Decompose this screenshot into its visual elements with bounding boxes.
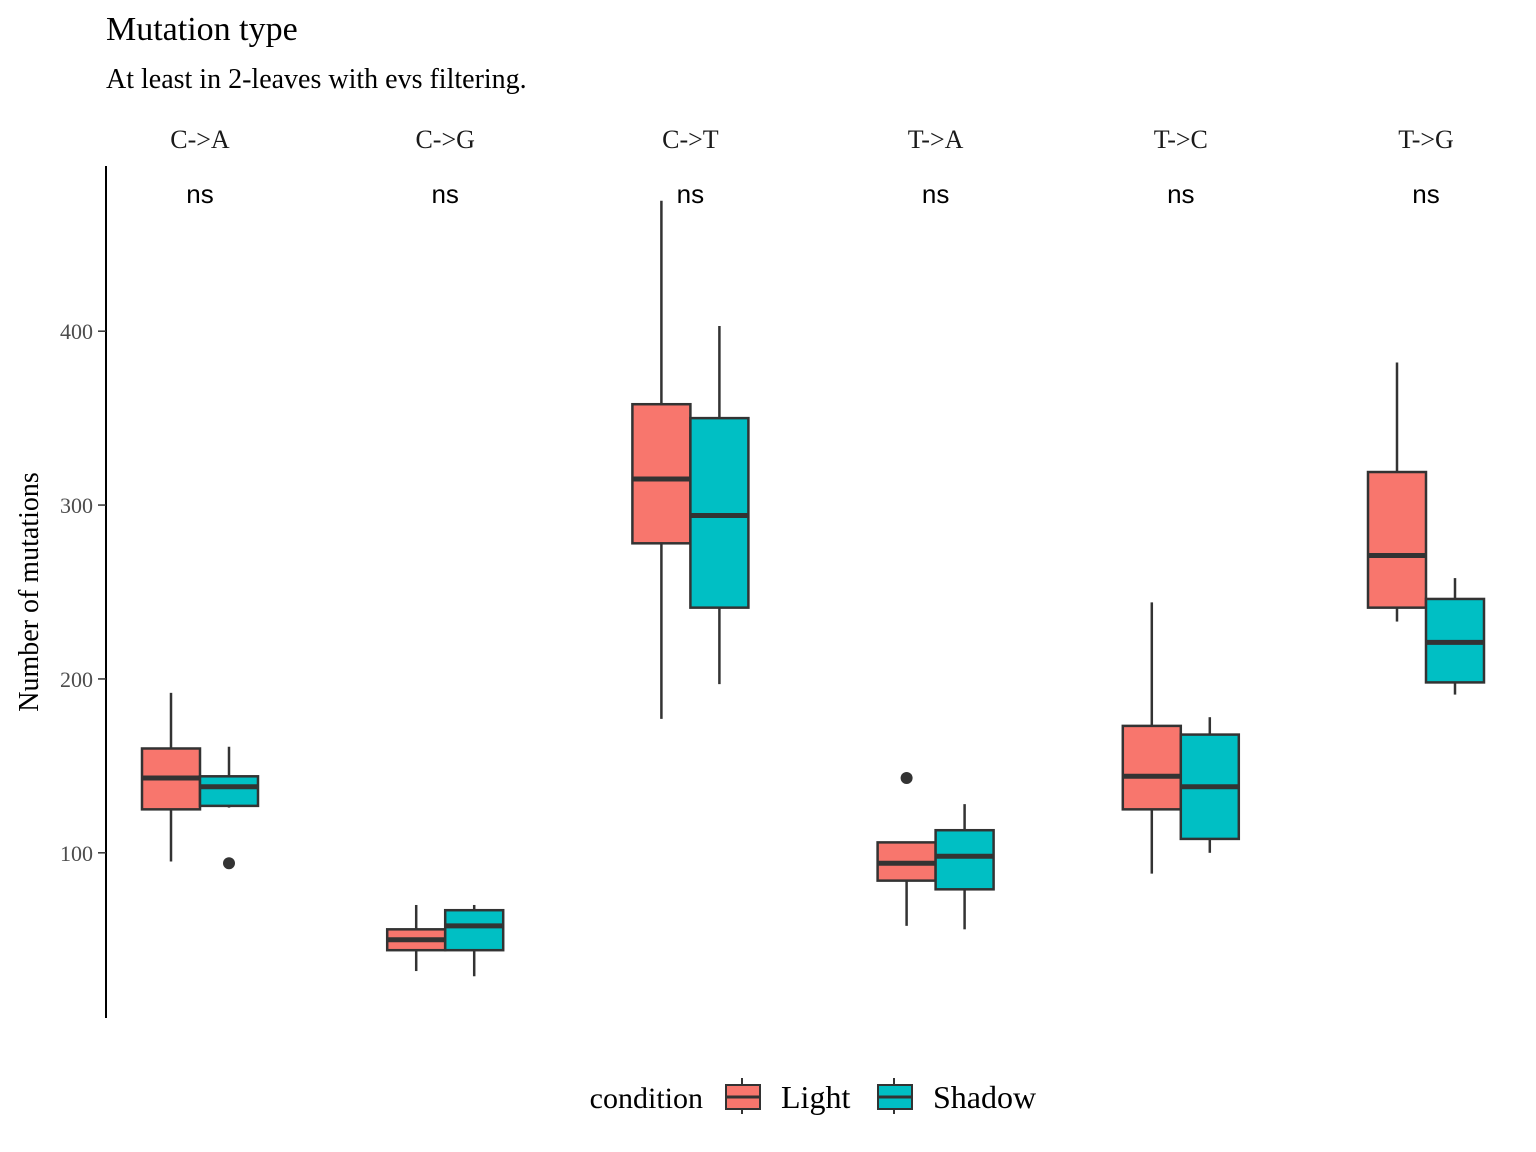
y-axis-label: Number of mutations [14,472,45,712]
significance-label: ns [677,179,704,209]
box-iqr [631,402,692,545]
y-tick-label: 300 [60,493,93,518]
facet-strip-label: T->C [1154,125,1208,154]
box-light [1121,602,1183,874]
y-tick-label: 400 [60,319,93,344]
box-shadow [934,804,995,930]
y-tick-label: 200 [60,667,93,692]
box-iqr [198,775,260,808]
facet-c-to-g: C->G ns [385,125,505,977]
outlier-point [223,857,235,870]
legend-label: Shadow [933,1079,1036,1115]
box-light [140,692,202,862]
significance-label: ns [431,179,458,209]
facet-strip-label: T->A [908,125,964,154]
box-shadow [198,746,260,870]
y-tick-label: 100 [60,841,93,866]
y-axis: 100 200 300 400 [60,166,107,1018]
facet-strip-label: C->G [415,125,474,154]
outlier-point [900,772,913,785]
box-light [631,200,692,719]
legend-label: Light [781,1079,850,1115]
box-light [385,904,447,972]
facet-t-to-c: T->C ns [1121,125,1241,874]
facet-c-to-t: C->T ns [631,125,750,719]
legend-item-light: Light [725,1078,850,1115]
chart-subtitle: At least in 2-leaves with evs filtering. [106,64,527,95]
facet-strip-label: T->G [1398,125,1454,154]
significance-label: ns [1167,179,1194,209]
chart-title: Mutation type [106,11,298,48]
legend-title: condition [590,1082,703,1115]
box-iqr [1366,470,1428,609]
box-shadow [1424,578,1486,695]
legend: condition Light Shadow [590,1078,1036,1115]
facet-t-to-g: T->G ns [1366,125,1486,695]
box-iqr [443,908,505,952]
facet-strip-label: C->A [170,125,230,154]
box-light [1366,362,1428,622]
significance-label: ns [1412,179,1439,209]
box-iqr [1121,724,1183,811]
facet-c-to-a: C->A ns [140,125,260,870]
significance-label: ns [186,179,213,209]
box-shadow [689,325,750,685]
facet-t-to-a: T->A ns [876,125,995,930]
box-iqr [934,828,995,891]
box-shadow [1179,717,1241,853]
facets: C->A ns C->G ns C->T ns T->A ns T->C ns T->G ns [140,125,1486,977]
box-light [876,772,937,926]
significance-label: ns [922,179,949,209]
legend-item-shadow: Shadow [877,1078,1036,1115]
box-iqr [689,416,750,609]
box-shadow [443,904,505,977]
facet-strip-label: C->T [662,125,719,154]
